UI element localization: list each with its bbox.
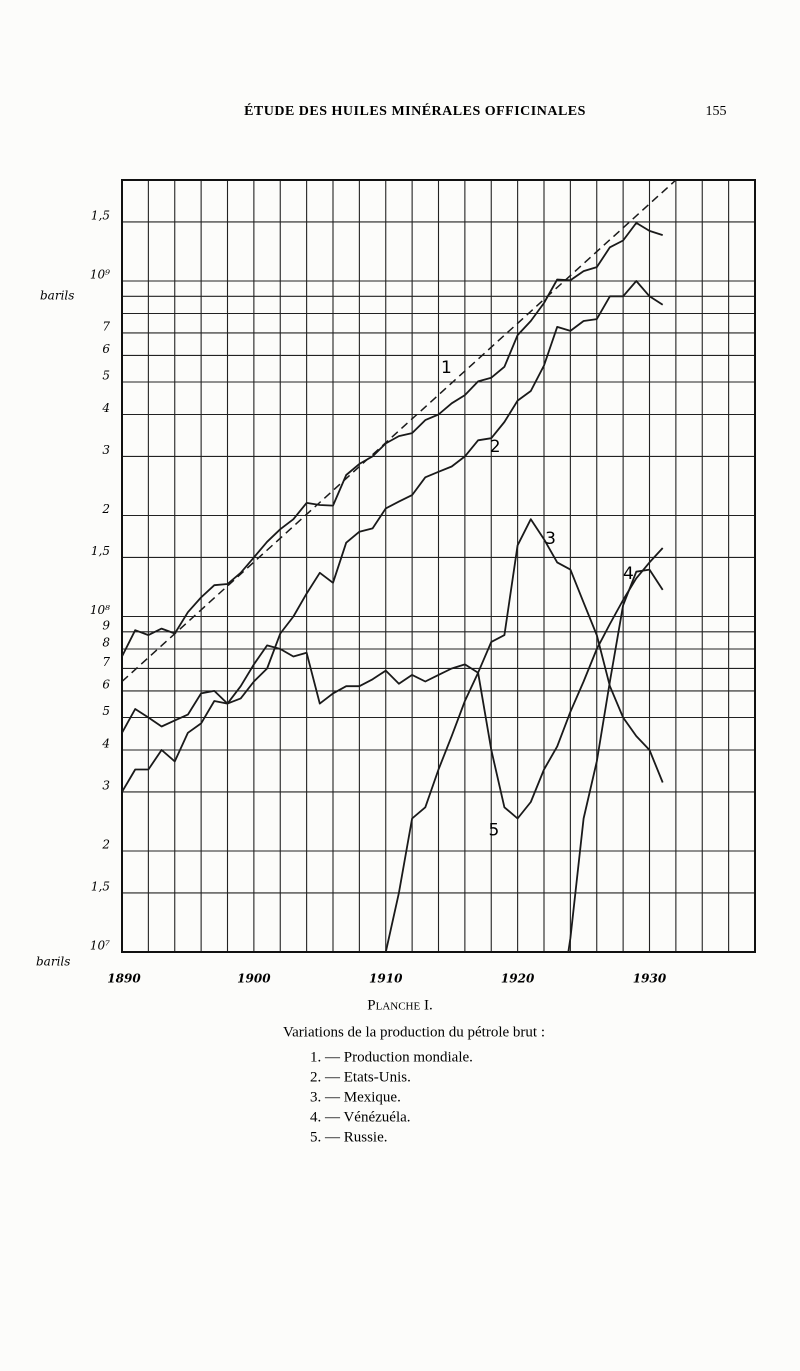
y-tick-label: 10⁷ [90, 939, 110, 953]
series-label: 4 [623, 564, 634, 584]
series-label: 2 [490, 437, 501, 457]
series-label: 3 [545, 529, 556, 549]
y-tick-label: 2 [101, 838, 110, 852]
y-tick-label: 9 [102, 618, 110, 632]
x-tick-label: 1910 [369, 972, 403, 986]
x-tick-label: 1920 [501, 972, 535, 986]
running-title: ÉTUDE DES HUILES MINÉRALES OFFICINALES [244, 102, 586, 119]
series-line [384, 518, 664, 952]
plot-frame [121, 179, 756, 953]
y-tick-label: 4 [101, 737, 110, 751]
page-number: 155 [706, 104, 727, 119]
caption-item: 4. — Vénézuéla. [310, 1109, 411, 1125]
x-tick-label: 1930 [633, 972, 667, 986]
series-line [122, 547, 664, 820]
series-label: 5 [488, 821, 499, 841]
y-tick-label: 5 [102, 704, 110, 718]
y-tick-label: 5 [102, 368, 110, 382]
caption-text: Variations de la production du pétrole b… [283, 1024, 545, 1040]
y-tick-label: 2 [101, 502, 110, 516]
y-tick-label: 7 [102, 655, 110, 669]
y-tick-label: 4 [101, 401, 110, 415]
caption-item: 2. — Etats-Unis. [310, 1069, 411, 1085]
caption-item: 3. — Mexique. [310, 1089, 401, 1105]
y-tick-label: 10⁸ [90, 603, 110, 617]
y-tick-label: 6 [102, 677, 110, 691]
caption-item: 5. — Russie. [310, 1129, 388, 1145]
y-tick-label: 10⁹ [90, 267, 110, 281]
y-axis-label: barils [40, 289, 74, 303]
y-tick-label: 8 [102, 636, 110, 650]
y-tick-label: 3 [102, 778, 110, 792]
y-tick-label: 7 [102, 319, 110, 333]
y-tick-label: 1,5 [91, 544, 110, 558]
y-tick-label: 1,5 [91, 879, 110, 893]
y-tick-label: 1,5 [91, 208, 110, 222]
y-axis-label: barils [36, 955, 70, 969]
y-tick-label: 6 [102, 342, 110, 356]
x-tick-label: 1900 [237, 972, 271, 986]
series-line [567, 568, 664, 952]
caption-item: 1. — Production mondiale. [310, 1049, 473, 1065]
series-label: 1 [441, 358, 452, 378]
series-line [122, 280, 664, 793]
trend-line [122, 180, 677, 683]
caption-title: Planche I. [367, 997, 432, 1013]
series-line [122, 222, 663, 657]
y-tick-label: 3 [102, 443, 110, 457]
x-tick-label: 1890 [107, 972, 141, 986]
